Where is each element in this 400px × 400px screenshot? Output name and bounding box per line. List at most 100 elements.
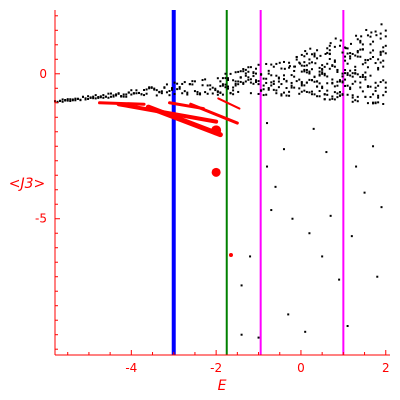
point-black <box>288 66 291 69</box>
point-black <box>369 35 372 38</box>
point-black <box>288 61 291 64</box>
point-black <box>379 61 382 64</box>
point-black <box>242 68 245 71</box>
point-black <box>356 38 359 41</box>
point-black <box>321 64 324 67</box>
point-black <box>336 84 339 87</box>
point-black <box>181 92 184 95</box>
point-black <box>329 214 332 217</box>
point-black <box>288 94 291 97</box>
point-black <box>333 59 336 62</box>
point-black <box>214 87 217 90</box>
x-tick-label: 2 <box>382 361 390 375</box>
point-black <box>356 55 359 58</box>
point-black <box>244 68 247 71</box>
point-black <box>249 92 252 95</box>
point-black <box>305 64 308 67</box>
point-black <box>237 90 240 93</box>
point-black <box>262 88 265 91</box>
point-black <box>366 102 369 105</box>
point-black <box>377 84 380 87</box>
point-black <box>351 94 354 97</box>
point-black <box>267 72 270 75</box>
point-black <box>384 90 387 93</box>
point-black <box>102 94 105 97</box>
point-black <box>295 56 298 59</box>
point-black <box>318 95 321 98</box>
point-black <box>173 93 176 96</box>
x-tick-label: 0 <box>297 361 305 375</box>
point-black <box>265 93 268 96</box>
point-black <box>364 95 367 98</box>
point-black <box>369 74 372 77</box>
point-black <box>290 74 293 77</box>
point-black <box>247 70 250 73</box>
point-black <box>361 90 364 93</box>
point-black <box>64 99 67 102</box>
point-black <box>232 93 235 96</box>
point-black <box>290 86 293 89</box>
point-black <box>280 67 283 70</box>
point-black <box>364 61 367 64</box>
point-black <box>359 86 362 89</box>
point-black <box>305 71 308 74</box>
point-black <box>270 81 273 84</box>
point-black <box>270 84 273 87</box>
point-black <box>321 71 324 74</box>
point-black <box>318 73 321 76</box>
point-black <box>300 90 303 93</box>
point-black <box>366 59 369 62</box>
point-black <box>323 74 326 77</box>
point-black <box>287 313 290 316</box>
point-black <box>374 89 377 92</box>
point-black <box>295 80 298 83</box>
point-black <box>87 95 90 98</box>
point-black <box>382 65 385 68</box>
point-black <box>372 93 375 96</box>
point-black <box>305 52 308 55</box>
point-black <box>181 82 184 85</box>
point-black <box>354 72 357 75</box>
point-black <box>130 93 133 96</box>
point-black <box>262 77 265 80</box>
y-tick-label: -5 <box>35 212 47 226</box>
point-black <box>227 87 230 90</box>
point-black <box>336 96 339 99</box>
point-black <box>237 80 240 83</box>
point-black <box>309 47 312 50</box>
point-black <box>232 79 235 82</box>
point-black <box>186 91 189 94</box>
point-red <box>211 167 221 177</box>
point-black <box>260 89 263 92</box>
point-black <box>313 54 316 57</box>
point-black <box>300 84 303 87</box>
point-black <box>216 90 219 93</box>
point-black <box>191 83 194 86</box>
point-black <box>336 92 339 95</box>
point-black <box>201 79 204 82</box>
point-black <box>341 93 344 96</box>
point-black <box>94 97 97 100</box>
point-black <box>104 95 107 98</box>
point-black <box>209 84 212 87</box>
point-black <box>359 39 362 42</box>
point-black <box>280 93 283 96</box>
point-black <box>109 92 112 95</box>
point-black <box>377 94 380 97</box>
x-tick-label: -4 <box>125 361 137 375</box>
vertical-lines <box>171 10 345 355</box>
point-black <box>361 43 364 46</box>
point-black <box>303 61 306 64</box>
point-black <box>310 90 313 93</box>
point-black <box>379 81 382 84</box>
point-black <box>380 23 383 26</box>
point-black <box>300 70 303 73</box>
point-black <box>377 101 380 104</box>
point-black <box>278 61 281 64</box>
point-black <box>219 80 222 83</box>
point-black <box>135 92 138 95</box>
point-black <box>255 81 257 84</box>
point-black <box>204 78 207 81</box>
point-black <box>379 32 382 35</box>
point-black <box>249 78 252 81</box>
